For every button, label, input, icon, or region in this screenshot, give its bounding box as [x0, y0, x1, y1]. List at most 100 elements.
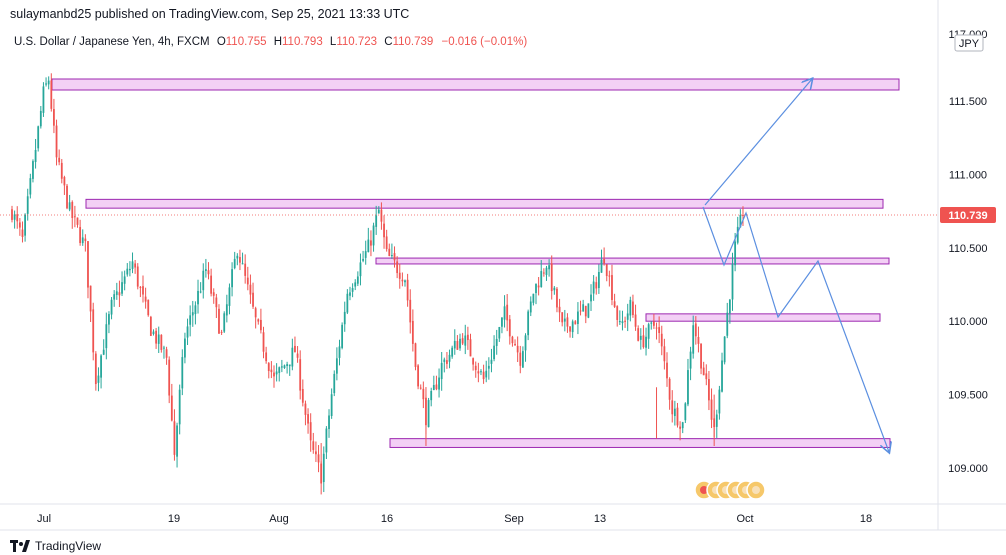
candle-body [422, 388, 425, 400]
projection-down-path [702, 206, 889, 452]
candle-body [246, 277, 249, 285]
candle-body [58, 157, 61, 163]
price-axis[interactable]: 117.000111.500111.000110.500110.000109.5… [948, 29, 988, 475]
candle-body [184, 338, 186, 358]
projection-arrows [702, 79, 889, 452]
candle-body [639, 335, 642, 340]
candle-body [632, 301, 634, 316]
candle-body [448, 354, 451, 362]
candle-body [343, 311, 346, 325]
candle-body [514, 343, 516, 346]
price-tick-label: 111.500 [949, 96, 987, 108]
candle-body [563, 318, 566, 322]
time-tick-label: Sep [504, 513, 524, 525]
candle-body [165, 349, 168, 358]
candle-body [244, 263, 247, 276]
candle-body [700, 343, 702, 369]
candle-body [438, 377, 440, 390]
candle-body [474, 365, 477, 371]
candle-body [210, 275, 213, 294]
legend-high-label: H [274, 36, 282, 48]
candle-body [624, 320, 626, 322]
candle-body [671, 400, 674, 415]
candle-body [571, 321, 574, 333]
candle-body [579, 310, 582, 312]
candle-body [487, 365, 490, 369]
candle-body [681, 422, 684, 429]
event-markers[interactable] [694, 480, 766, 500]
candle-body [283, 365, 286, 368]
candle-body [715, 414, 718, 427]
legend-low-label: L [330, 36, 337, 48]
price-tick-label: 110.000 [949, 316, 988, 328]
candle-body [396, 261, 399, 274]
candle-body [144, 296, 147, 302]
candle-body [328, 415, 330, 430]
candle-body [658, 327, 661, 334]
candle-body [440, 362, 443, 380]
candle-body [519, 352, 522, 366]
candle-body [60, 162, 63, 179]
candle-body [456, 341, 459, 350]
candle-body [108, 314, 110, 325]
time-tick-label: 13 [594, 513, 606, 525]
candle-body [362, 258, 364, 261]
candle-body [516, 345, 519, 353]
candle-body [204, 269, 207, 272]
candle-body [254, 308, 257, 318]
candle-body [257, 319, 260, 322]
candle-body [726, 312, 729, 336]
candle-body [574, 321, 577, 325]
candle-body [11, 209, 13, 220]
time-tick-label: 16 [381, 513, 393, 525]
candle-body [432, 385, 435, 391]
candle-body [694, 323, 697, 337]
candle-body [742, 214, 744, 216]
candle-body [710, 399, 713, 420]
candle-body [236, 255, 239, 259]
price-tick-label: 110.500 [949, 243, 988, 255]
candle-body [603, 258, 606, 264]
candle-body [582, 304, 585, 312]
candle-body [663, 346, 666, 362]
legend-change: −0.016 (−0.01%) [441, 36, 527, 48]
candle-body [34, 149, 37, 163]
legend-close-value: 110.739 [393, 36, 434, 48]
candle-body [341, 324, 344, 348]
tradingview-footer[interactable]: TradingView [10, 539, 101, 553]
legend-open-label: O [217, 36, 226, 48]
candle-body [388, 248, 391, 256]
candle-body [364, 251, 367, 258]
candle-body [126, 268, 129, 275]
candle-body [679, 426, 681, 429]
candle-body [94, 353, 97, 385]
candle-body [197, 290, 199, 305]
candle-body [618, 321, 621, 323]
candle-body [260, 319, 262, 331]
candle-body [634, 314, 637, 327]
candle-body [50, 80, 53, 109]
candle-body [480, 371, 482, 373]
candle-body [225, 304, 228, 316]
time-axis[interactable]: Jul 19 Aug 16 Sep 13 Oct 18 [37, 513, 872, 525]
candle-body [333, 373, 336, 394]
candle-body [637, 328, 640, 341]
candle-body [393, 253, 396, 261]
candle-body [68, 202, 71, 210]
projection-up-arrow [704, 79, 812, 206]
candle-body [286, 364, 288, 367]
price-zone [85, 198, 884, 209]
candle-body [71, 201, 74, 218]
candle-body [105, 324, 108, 349]
candle-body [273, 372, 275, 377]
candle-body [102, 349, 105, 355]
price-zone [389, 438, 891, 448]
candle-body [485, 370, 488, 378]
candle-body [63, 177, 66, 186]
candle-body [160, 334, 163, 350]
candle-body [262, 332, 265, 352]
candle-body [427, 400, 430, 428]
price-tick-label: 109.000 [948, 463, 988, 475]
candle-body [149, 316, 152, 336]
